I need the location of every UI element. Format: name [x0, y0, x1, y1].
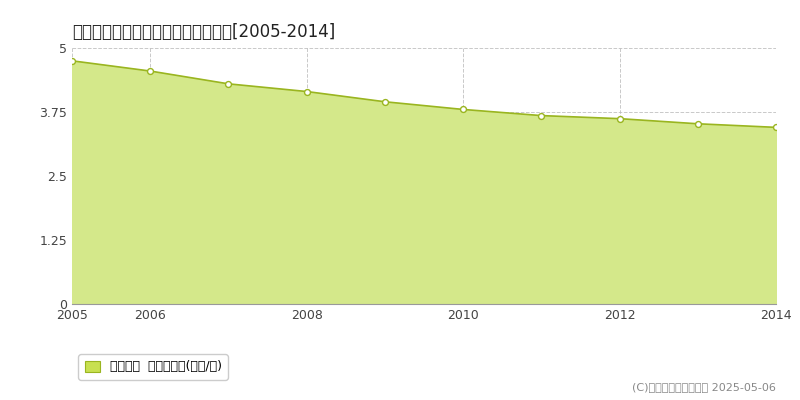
Legend: 基準地価  平均坪単価(万円/坪): 基準地価 平均坪単価(万円/坪)	[78, 354, 228, 380]
Point	[691, 120, 704, 127]
Text: 鹿島郡中能登町高畠　基準地価推移[2005-2014]: 鹿島郡中能登町高畠 基準地価推移[2005-2014]	[72, 23, 335, 41]
Point	[66, 58, 78, 64]
Point	[378, 98, 391, 105]
Point	[770, 124, 782, 130]
Text: (C)土地価格ドットコム 2025-05-06: (C)土地価格ドットコム 2025-05-06	[632, 382, 776, 392]
Point	[144, 68, 157, 74]
Point	[457, 106, 470, 113]
Point	[300, 88, 313, 95]
Point	[535, 112, 548, 119]
Point	[222, 81, 235, 87]
Point	[613, 116, 626, 122]
